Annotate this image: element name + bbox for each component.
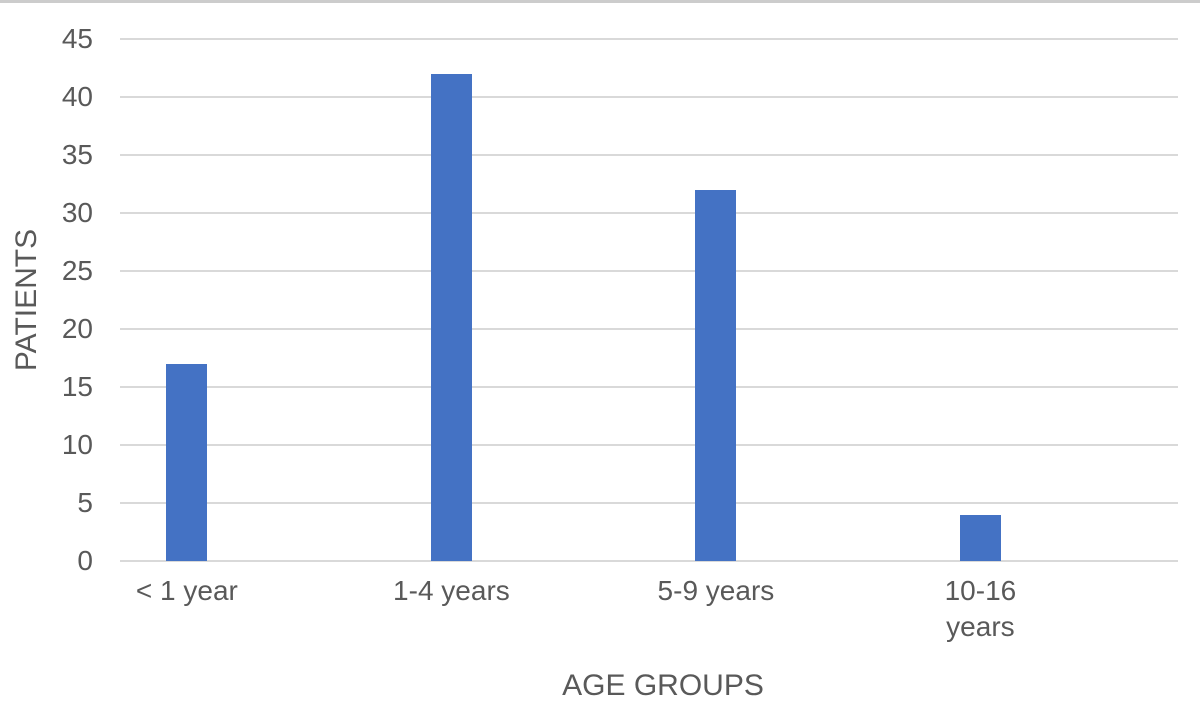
y-tick-label: 10 — [61, 429, 93, 460]
y-axis-title: PATIENTS — [10, 228, 43, 372]
y-tick-label: 25 — [61, 255, 93, 286]
gridline — [120, 560, 1178, 562]
bar-1-4-years — [430, 73, 472, 561]
gridline — [120, 38, 1178, 40]
y-tick-label: 20 — [61, 313, 93, 344]
gridline — [120, 154, 1178, 156]
y-tick-label: 45 — [61, 23, 93, 54]
y-tick-label: 0 — [77, 545, 93, 576]
plot-area — [120, 38, 1178, 562]
gridline — [120, 328, 1178, 330]
x-tick-label: 10-16 years — [944, 575, 1017, 642]
bar-10-16-years — [959, 514, 1001, 561]
bar--1-year — [166, 363, 208, 561]
gridline — [120, 270, 1178, 272]
gridline — [120, 444, 1178, 446]
gridline — [120, 502, 1178, 504]
y-tick-label: 5 — [77, 487, 93, 518]
y-tick-label: 30 — [61, 197, 93, 228]
x-tick-label: < 1 year — [135, 575, 238, 606]
y-tick-label: 40 — [61, 81, 93, 112]
y-tick-label: 15 — [61, 371, 93, 402]
gridline — [120, 212, 1178, 214]
bar-5-9-years — [695, 189, 737, 561]
x-tick-label: 5-9 years — [657, 575, 775, 606]
x-axis-title: AGE GROUPS — [562, 669, 764, 702]
gridline — [120, 96, 1178, 98]
gridline — [120, 386, 1178, 388]
y-tick-label: 35 — [61, 139, 93, 170]
x-tick-label: 1-4 years — [393, 575, 510, 606]
